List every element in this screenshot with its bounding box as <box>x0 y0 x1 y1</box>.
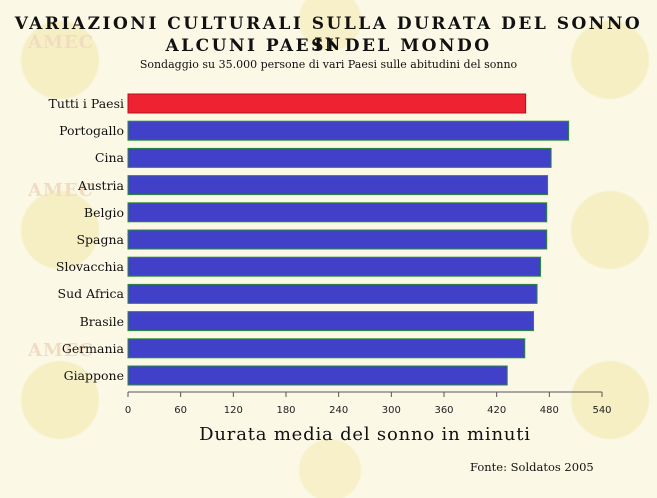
bar-germania <box>127 338 526 359</box>
chart-title-line1: VARIAZIONI CULTURALI SULLA DURATA DEL SO… <box>14 14 643 55</box>
bar-giappone <box>127 365 508 386</box>
source-note: Fonte: Soldatos 2005 <box>470 460 594 474</box>
x-tick-label: 240 <box>329 405 348 416</box>
category-label: Slovacchia <box>55 259 124 275</box>
bar-portogallo <box>127 120 570 141</box>
x-tick-label: 540 <box>592 405 611 416</box>
x-tick-label: 480 <box>540 405 559 416</box>
watermark: AMEC <box>28 180 94 201</box>
category-label: Portogallo <box>59 123 124 139</box>
bar-slovacchia <box>127 256 542 277</box>
x-tick-label: 360 <box>434 405 453 416</box>
x-tick-label: 420 <box>487 405 506 416</box>
x-tick-label: 120 <box>224 405 243 416</box>
x-tick-label: 60 <box>174 405 187 416</box>
x-tick-label: 300 <box>382 405 401 416</box>
category-label: Giappone <box>63 368 124 383</box>
bar-cina <box>127 147 552 168</box>
chart-subtitle: Sondaggio su 35.000 persone di vari Paes… <box>139 58 518 71</box>
bar-brasile <box>127 311 535 332</box>
category-label: Tutti i Paesi <box>48 96 125 111</box>
category-label: Austria <box>78 177 124 193</box>
category-label: Germania <box>61 340 124 356</box>
watermark: AMEC <box>28 32 94 53</box>
bar-spagna <box>127 229 548 250</box>
category-label: Sud Africa <box>57 286 124 302</box>
category-label: Brasile <box>79 313 124 329</box>
category-label: Spagna <box>76 232 124 247</box>
bar-tutti-i-paesi <box>127 93 527 114</box>
chart-title-line2: ALCUNI PAESI DEL MONDO <box>165 36 492 56</box>
category-label: Cina <box>94 150 124 166</box>
category-label: Belgio <box>83 204 124 220</box>
watermark: AMEC <box>28 340 94 361</box>
x-tick-label: 0 <box>125 405 131 416</box>
bar-belgio <box>127 202 548 223</box>
x-axis-label: Durata media del sonno in minuti <box>199 424 531 445</box>
bar-austria <box>127 175 549 196</box>
bar-sud-africa <box>127 283 538 304</box>
x-tick-label: 180 <box>276 405 295 416</box>
